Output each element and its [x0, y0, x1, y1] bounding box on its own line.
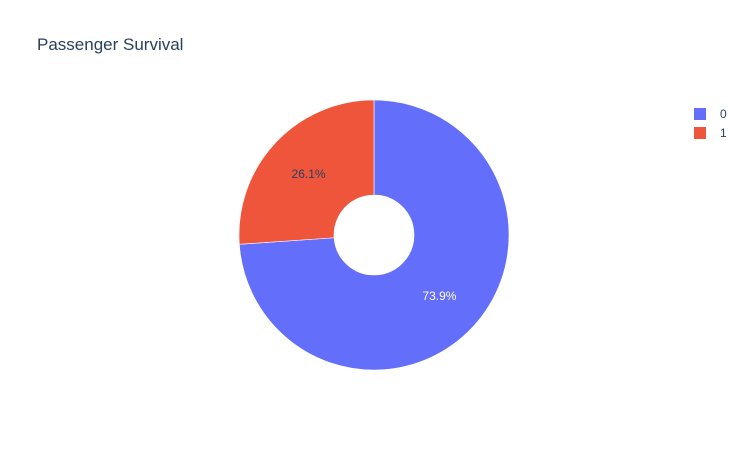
chart-title: Passenger Survival	[37, 35, 183, 54]
slice-label-1: 26.1%	[292, 167, 326, 181]
legend-swatch-1	[694, 127, 706, 139]
pie-slice-0	[239, 99, 510, 371]
legend-label-1: 1	[720, 126, 727, 140]
legend-item-1[interactable]: 1	[694, 126, 727, 140]
legend-swatch-0	[694, 108, 706, 120]
slice-labels: 73.9% 26.1%	[292, 167, 457, 303]
legend-item-0[interactable]: 0	[694, 107, 727, 121]
legend-label-0: 0	[720, 107, 727, 121]
slice-label-0: 73.9%	[422, 289, 456, 303]
legend: 01	[694, 107, 727, 140]
pie-slice-1	[238, 99, 375, 245]
pie-slices	[238, 99, 510, 371]
